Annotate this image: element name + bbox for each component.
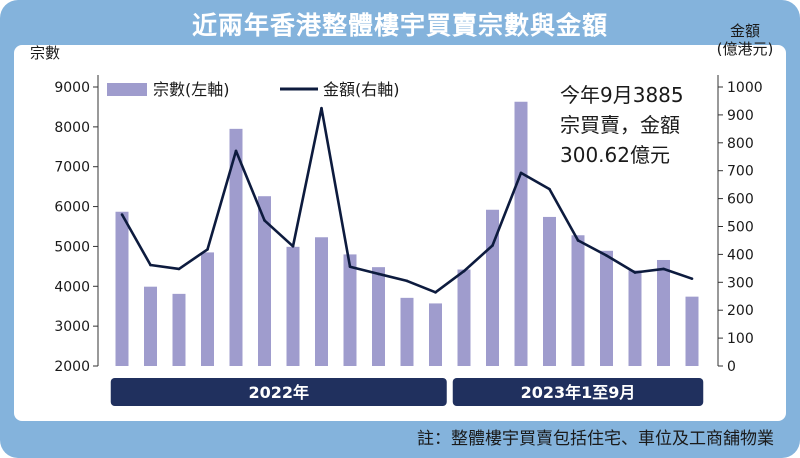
footnote: 註：整體樓宇買賣包括住宅、車位及工商舖物業: [417, 429, 774, 449]
year-band-label: 2022年: [248, 383, 309, 402]
bar: [286, 246, 300, 366]
line-point: [377, 272, 380, 276]
left-tick-label: 4000: [54, 279, 90, 295]
legend-swatch-bars: [107, 83, 147, 96]
legend-label-line: 金額(右軸): [323, 80, 400, 99]
line-point: [291, 245, 295, 248]
bar: [628, 270, 642, 366]
right-tick-label: 400: [727, 247, 754, 263]
right-axis-title-line1: 金額: [729, 22, 760, 40]
line-point: [491, 244, 494, 247]
right-tick-label: 500: [727, 220, 754, 236]
line-point: [690, 277, 694, 280]
left-axis-title: 宗數: [30, 44, 61, 62]
bar: [400, 297, 414, 366]
line-point: [605, 254, 608, 257]
left-tick-label: 6000: [54, 200, 90, 216]
line-point: [662, 267, 665, 271]
left-tick-label: 7000: [54, 160, 90, 176]
left-tick-label: 5000: [54, 239, 90, 255]
left-tick-label: 8000: [54, 120, 90, 136]
right-axis-title-line2: (億港元): [716, 40, 774, 58]
line-point: [348, 265, 352, 268]
right-tick-label: 100: [727, 331, 754, 347]
annotation-line3: 300.62億元: [560, 143, 670, 167]
line-point: [405, 279, 409, 283]
line-point: [120, 213, 124, 216]
line-point: [263, 219, 266, 222]
line-point: [548, 187, 551, 191]
line-point: [206, 248, 209, 251]
right-tick-label: 0: [727, 359, 736, 375]
left-tick-label: 9000: [54, 80, 90, 96]
line-point: [633, 271, 637, 274]
right-tick-label: 600: [727, 192, 754, 208]
bar: [685, 296, 699, 366]
annotation: 今年9月3885 宗買賣，金額 300.62億元: [560, 80, 720, 170]
annotation-line2: 宗買賣，金額: [560, 113, 680, 137]
bar: [372, 267, 385, 366]
line-point: [149, 263, 152, 267]
line-point: [434, 291, 437, 294]
year-band: [110, 378, 447, 406]
bar: [172, 293, 186, 366]
bar: [514, 101, 528, 367]
line-point: [234, 149, 238, 153]
chart-title: 近兩年香港整體樓宇買賣宗數與金額: [191, 11, 608, 40]
right-axis-title: 金額 (億港元): [702, 22, 788, 58]
line-point: [519, 171, 523, 175]
right-tick-label: 700: [727, 164, 754, 180]
bar: [315, 237, 328, 366]
right-tick-label: 1000: [727, 80, 763, 96]
bar: [258, 196, 271, 366]
right-tick-label: 900: [727, 108, 754, 124]
left-tick-label: 2000: [54, 359, 90, 375]
bar: [457, 269, 471, 366]
bar: [600, 250, 613, 366]
bar: [343, 254, 357, 366]
bar: [229, 128, 243, 366]
right-tick-label: 800: [727, 136, 754, 152]
right-tick-label: 300: [727, 275, 754, 291]
year-band-label: 2023年1至9月: [521, 383, 636, 402]
bar: [543, 216, 556, 366]
bar: [571, 235, 585, 366]
line-point: [576, 239, 580, 242]
legend-label-bars: 宗數(左軸): [153, 80, 230, 99]
bar: [201, 252, 214, 366]
line-point: [177, 267, 181, 271]
bar: [144, 286, 157, 366]
annotation-line1: 今年9月3885: [560, 83, 684, 107]
right-tick-label: 200: [727, 303, 754, 319]
year-band: [452, 378, 704, 406]
line-point: [462, 269, 466, 273]
left-tick-label: 3000: [54, 319, 90, 335]
bar: [115, 211, 129, 366]
line-point: [320, 106, 323, 110]
bar: [657, 259, 670, 366]
bar: [429, 303, 442, 366]
